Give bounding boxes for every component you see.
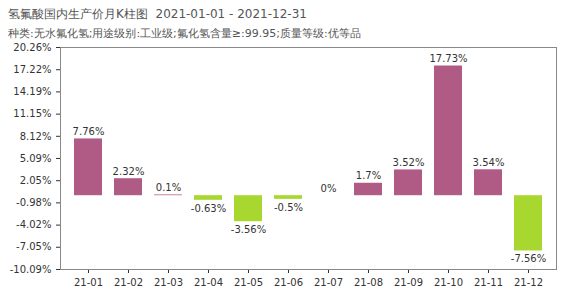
svg-text:21-08: 21-08 (354, 277, 383, 288)
svg-text:17.22%: 17.22% (13, 64, 51, 75)
svg-text:-0.98%: -0.98% (16, 197, 51, 208)
svg-text:1.7%: 1.7% (356, 170, 381, 181)
svg-text:21-05: 21-05 (234, 277, 263, 288)
html-text:种类:无水氟化氢;用途级别:工业级;氟化氢含量≥:99.95: 种类:无水氟化氢;用途级别:工业级;氟化氢含量≥:99.95;质量等级:优等品 (8, 27, 361, 40)
svg-text:-7.56%: -7.56% (511, 253, 546, 264)
svg-text:3.52%: 3.52% (393, 157, 425, 168)
svg-text:-7.05%: -7.05% (16, 241, 51, 252)
svg-text:21-06: 21-06 (274, 277, 303, 288)
html-text:氢氟酸国内生产价月K柱图 2021-01-01 - 2021: 氢氟酸国内生产价月K柱图 2021-01-01 - 2021-12-31 (8, 7, 307, 21)
svg-text:2.32%: 2.32% (113, 166, 145, 177)
svg-text:3.54%: 3.54% (473, 157, 505, 168)
svg-text:-3.56%: -3.56% (231, 224, 266, 235)
svg-text:0%: 0% (321, 183, 337, 194)
svg-text:-0.63%: -0.63% (191, 203, 226, 214)
svg-text:21-09: 21-09 (394, 277, 423, 288)
svg-text:-0.5%: -0.5% (274, 202, 303, 213)
svg-text:21-12: 21-12 (514, 277, 543, 288)
svg-text:-4.02%: -4.02% (16, 219, 51, 230)
svg-text:21-01: 21-01 (74, 277, 103, 288)
svg-text:-10.09%: -10.09% (10, 264, 52, 275)
svg-text:17.73%: 17.73% (429, 53, 467, 64)
svg-text:5.09%: 5.09% (20, 153, 52, 164)
svg-text:20.26%: 20.26% (13, 42, 51, 53)
svg-text:8.12%: 8.12% (20, 131, 52, 142)
svg-text:2.05%: 2.05% (20, 175, 52, 186)
svg-text:21-10: 21-10 (434, 277, 463, 288)
svg-text:21-07: 21-07 (314, 277, 343, 288)
svg-text:21-04: 21-04 (194, 277, 223, 288)
svg-text:7.76%: 7.76% (73, 126, 105, 137)
svg-text:11.15%: 11.15% (13, 108, 51, 119)
svg-text:21-03: 21-03 (154, 277, 183, 288)
svg-text:0.1%: 0.1% (156, 182, 181, 193)
svg-text:21-11: 21-11 (474, 277, 503, 288)
svg-text:21-02: 21-02 (114, 277, 143, 288)
svg-text:14.19%: 14.19% (13, 86, 51, 97)
